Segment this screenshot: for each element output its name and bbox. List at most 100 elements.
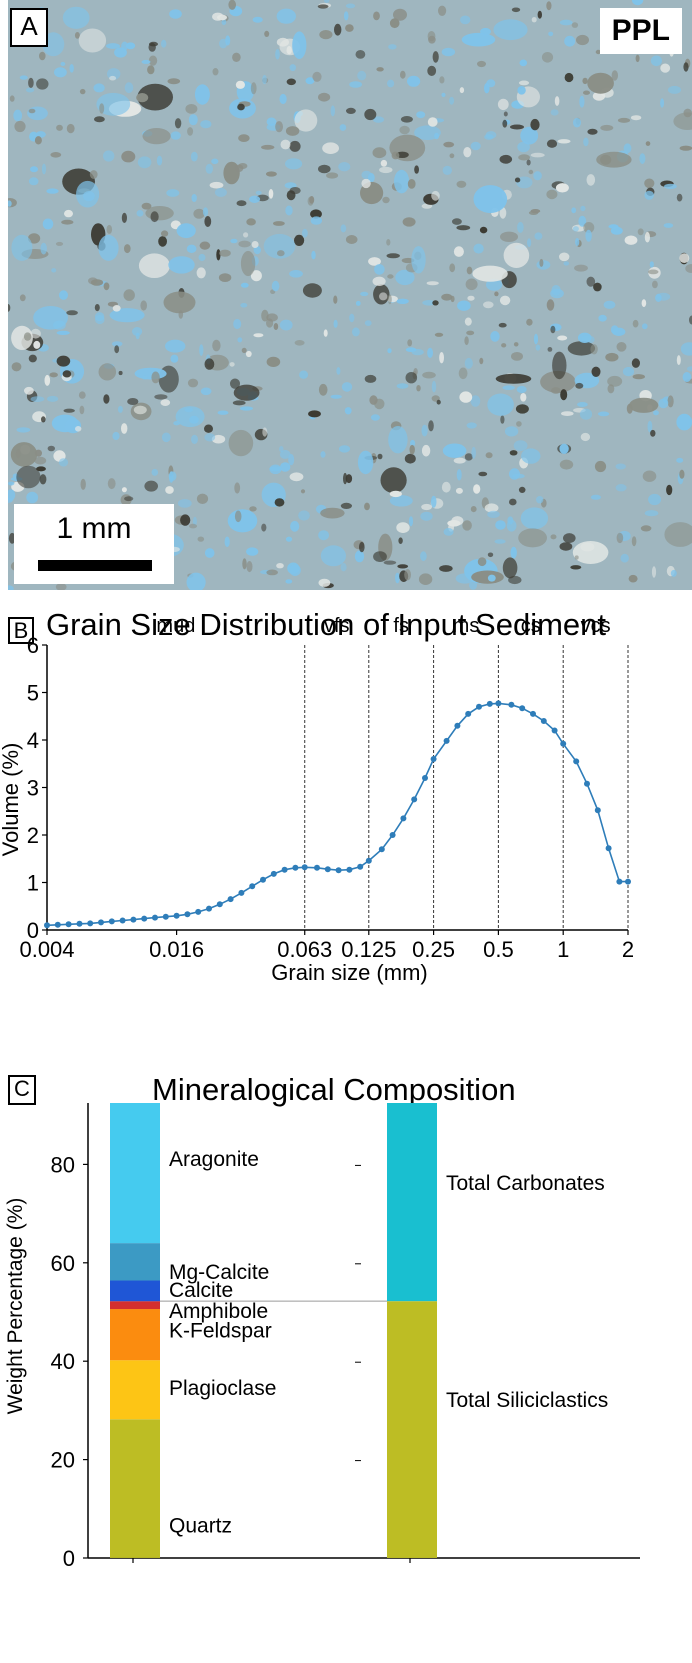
size-class-label: ms — [453, 615, 480, 637]
sediment-grain — [94, 116, 105, 123]
sediment-grain — [262, 74, 267, 85]
sediment-grain — [51, 268, 57, 273]
sediment-grain — [334, 23, 342, 36]
sediment-grain — [439, 76, 445, 84]
sediment-grain — [23, 332, 32, 341]
sediment-grain — [388, 44, 397, 50]
x-tick-label: 0.004 — [19, 937, 74, 962]
sediment-grain — [387, 274, 394, 279]
sediment-grain — [372, 276, 386, 286]
y-tick-label: 3 — [27, 776, 39, 801]
sediment-grain — [487, 574, 496, 582]
sediment-grain — [11, 325, 33, 350]
sediment-grain — [612, 327, 626, 336]
sediment-grain — [630, 115, 642, 121]
sediment-grain — [400, 70, 406, 79]
panel-label-a: A — [10, 8, 48, 47]
sediment-grain — [407, 339, 413, 347]
sediment-grain — [536, 496, 544, 504]
sediment-grain — [361, 170, 372, 180]
sediment-grain — [338, 445, 351, 453]
volume-data-point — [378, 846, 385, 853]
sediment-grain — [41, 163, 47, 175]
sediment-grain — [547, 347, 553, 352]
volume-data-point — [54, 921, 61, 928]
sediment-grain — [399, 125, 410, 135]
sediment-grain — [458, 367, 468, 380]
sediment-grain — [647, 420, 653, 433]
sediment-grain — [501, 343, 507, 348]
bar-segment-mg-calcite — [110, 1243, 160, 1281]
sediment-grain — [639, 153, 646, 165]
scale-bar-label: 1 mm — [56, 512, 132, 545]
sediment-grain — [240, 303, 248, 308]
sediment-grain — [431, 190, 440, 201]
grain-size-chart-title: Grain Size Distribution of Input Sedimen… — [46, 607, 606, 642]
sediment-grain — [389, 18, 400, 29]
sediment-grain — [509, 498, 517, 506]
sediment-grain — [387, 79, 395, 88]
sediment-grain — [364, 374, 377, 383]
volume-data-point — [249, 883, 256, 890]
sediment-grain — [645, 141, 651, 147]
sediment-grain — [567, 341, 596, 356]
sediment-grain — [447, 520, 461, 527]
sediment-grain — [346, 107, 356, 114]
volume-data-point — [76, 920, 83, 927]
volume-data-point — [389, 832, 396, 838]
sediment-grain — [583, 90, 590, 95]
volume-data-point — [551, 727, 558, 734]
sediment-grain — [387, 348, 392, 354]
sediment-grain — [441, 293, 453, 301]
sediment-grain — [266, 569, 279, 576]
segment-label: Calcite — [169, 1279, 233, 1302]
volume-data-point — [108, 918, 115, 925]
sediment-grain — [368, 257, 381, 266]
sediment-grain — [345, 24, 354, 32]
sediment-grain — [397, 564, 409, 569]
sediment-grain — [527, 238, 532, 248]
sediment-grain — [36, 466, 46, 472]
sediment-grain — [518, 528, 547, 548]
volume-data-point — [227, 896, 234, 903]
sediment-grain — [99, 103, 105, 114]
sediment-grain — [219, 249, 231, 257]
sediment-grain — [487, 393, 514, 416]
sediment-grain — [420, 551, 427, 562]
sediment-grain — [631, 358, 641, 368]
sediment-grain — [221, 19, 227, 26]
sediment-grain — [205, 163, 213, 174]
sediment-grain — [174, 118, 182, 129]
y-tick-label: 5 — [27, 681, 39, 706]
x-tick-label: 0.063 — [277, 937, 332, 962]
volume-data-point — [454, 722, 461, 729]
sediment-grain — [265, 171, 277, 177]
sediment-grain — [389, 495, 413, 507]
sediment-grain — [204, 433, 216, 442]
sediment-grain — [136, 93, 149, 103]
sediment-grain — [54, 67, 67, 78]
sediment-grain — [93, 83, 105, 93]
sediment-grain — [103, 150, 115, 162]
y-tick-label: 80 — [51, 1152, 75, 1177]
sediment-grain — [518, 80, 530, 86]
x-tick-label: 2 — [622, 937, 634, 962]
sediment-grain — [180, 514, 191, 526]
sediment-grain — [39, 474, 47, 485]
mineralogy-chart-title: Mineralogical Composition — [152, 1072, 516, 1107]
sediment-grain — [30, 166, 38, 173]
sediment-grain — [449, 263, 456, 273]
sediment-grain — [253, 333, 264, 338]
sediment-grain — [518, 486, 526, 493]
sediment-grain — [456, 469, 462, 481]
sediment-grain — [559, 542, 573, 551]
sediment-grain — [587, 72, 614, 94]
sediment-grain — [504, 426, 519, 437]
sediment-grain — [83, 191, 95, 202]
sediment-grain — [255, 190, 262, 195]
sediment-grain — [407, 179, 416, 189]
sediment-grain — [484, 503, 499, 513]
sediment-grain — [500, 415, 505, 424]
sediment-grain — [275, 121, 283, 133]
sediment-grain — [503, 111, 508, 117]
